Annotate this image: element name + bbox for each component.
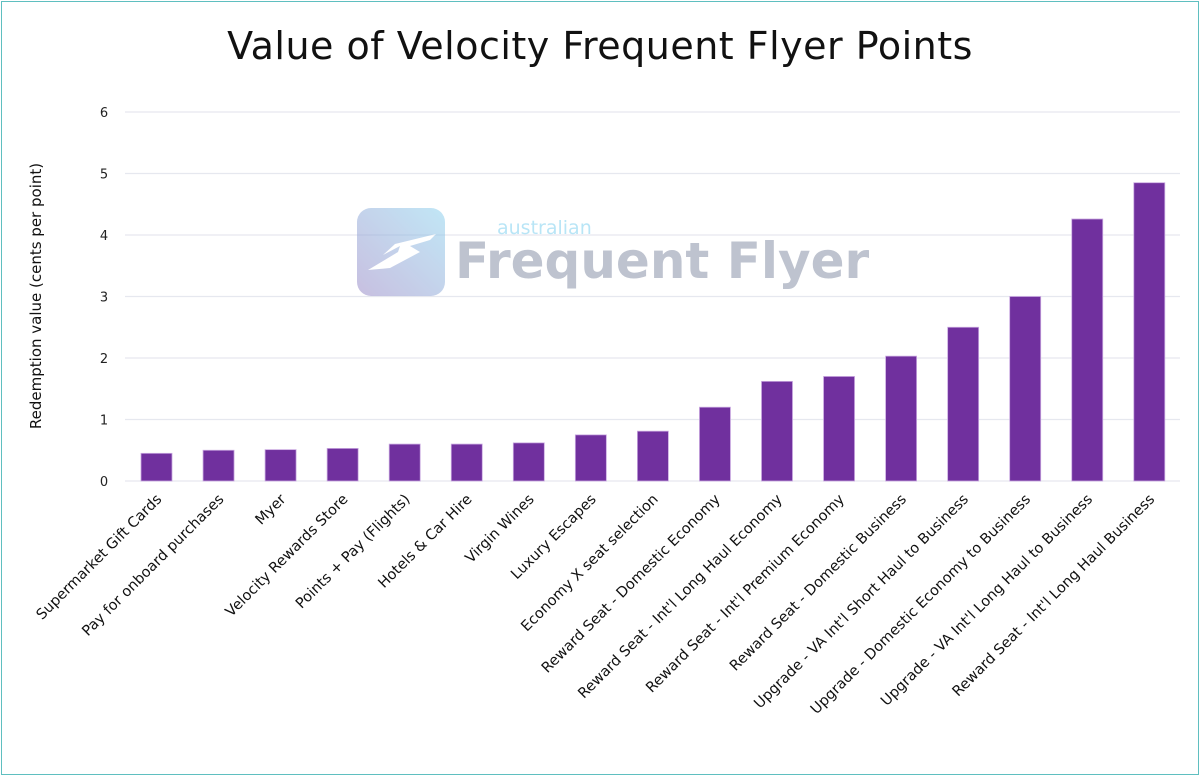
y-tick-label: 2	[100, 352, 108, 367]
x-tick-label: Supermarket Gift Cards	[34, 492, 166, 624]
plane-glyph	[368, 234, 436, 270]
bar	[1133, 182, 1166, 482]
bar	[140, 452, 173, 482]
bar	[885, 355, 917, 482]
watermark-small-text: australian	[497, 217, 592, 239]
bar	[823, 376, 855, 482]
y-tick-label: 0	[100, 475, 108, 490]
bar	[450, 443, 483, 482]
bar	[388, 443, 421, 482]
x-tick-label: Velocity Rewards Store	[223, 491, 352, 620]
watermark-large-text: Frequent Flyer	[455, 232, 870, 290]
bar	[699, 406, 731, 482]
y-tick-label: 3	[100, 291, 108, 306]
bar	[574, 434, 607, 482]
x-tick-label: Upgrade - VA Int'l Long Haul to Business	[878, 492, 1096, 710]
x-tick-label: Myer	[253, 491, 290, 528]
y-tick-label: 6	[100, 106, 108, 121]
x-tick-label: Upgrade - VA Int'l Short Haul to Busines…	[751, 492, 972, 713]
gridlines	[125, 111, 1180, 482]
bar	[202, 449, 235, 482]
watermark-logo: australian Frequent Flyer	[357, 208, 870, 296]
y-tick-label: 4	[100, 229, 108, 244]
y-tick-label: 1	[100, 414, 108, 429]
chart-title: Value of Velocity Frequent Flyer Points	[227, 24, 973, 68]
bar	[1071, 218, 1104, 482]
bar	[326, 448, 359, 482]
bar	[637, 430, 669, 482]
bar	[512, 442, 545, 482]
y-tick-label: 5	[100, 168, 108, 183]
bar	[761, 380, 793, 482]
x-tick-label: Upgrade - Domestic Economy to Business	[808, 492, 1034, 718]
y-axis-label: Redemption value (cents per point)	[27, 163, 45, 429]
x-tick-label: Points + Pay (Flights)	[293, 492, 414, 613]
bar	[947, 326, 980, 482]
y-tick-labels: 0 1 2 3 4 5 6	[100, 106, 108, 490]
bar	[264, 449, 297, 482]
bars	[140, 182, 1166, 482]
bar	[1009, 296, 1042, 482]
